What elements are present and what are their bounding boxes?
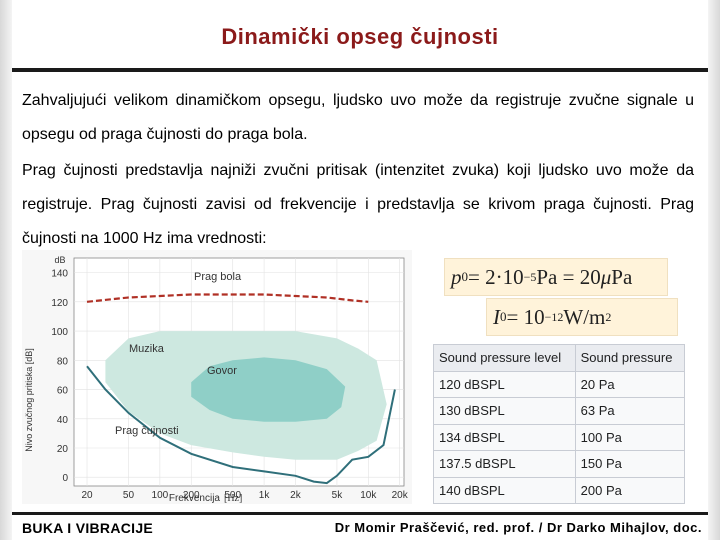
- y-tick-label: 0: [62, 473, 68, 484]
- table-row: 137.5 dBSPL 150 Pa: [433, 450, 686, 478]
- table-header-row: Sound pressure level Sound pressure: [433, 344, 686, 372]
- x-tick-label: 20: [81, 490, 93, 501]
- x-tick-label: 50: [123, 490, 135, 501]
- x-tick-label: 10k: [360, 490, 377, 501]
- p0-subscript: 0: [461, 269, 469, 284]
- y-tick-label: 20: [57, 444, 69, 455]
- paragraph-dynamic-range: Zahvaljujući velikom dinamičkom opsegu, …: [22, 92, 694, 143]
- paragraph-hearing-threshold: Prag čujnosti predstavlja najniži zvučni…: [22, 162, 694, 247]
- table-cell-pressure: 150 Pa: [574, 450, 686, 478]
- table-cell-level: 140 dBSPL: [433, 476, 576, 504]
- x-tick-label: 20k: [392, 490, 409, 501]
- table-header-level: Sound pressure level: [433, 344, 576, 372]
- table-cell-pressure: 200 Pa: [574, 476, 686, 504]
- x-axis-label: Frekvencija: [169, 493, 221, 504]
- x-tick-label: 2k: [290, 490, 302, 501]
- table-cell-level: 137.5 dBSPL: [433, 450, 576, 478]
- p0-exponent: −5: [523, 269, 537, 284]
- slide-frame-left: [0, 0, 12, 540]
- table-cell-level: 134 dBSPL: [433, 423, 576, 451]
- x-tick-label: 500: [224, 490, 241, 501]
- p0-unit2: Pa: [611, 264, 633, 289]
- authors: Dr Momir Praščević, red. prof. / Dr Dark…: [334, 520, 702, 535]
- table-row: 140 dBSPL 200 Pa: [433, 476, 686, 504]
- course-name: BUKA I VIBRACIJE: [22, 520, 154, 536]
- i0-unit: W/m: [563, 304, 606, 329]
- y-tick-label: 120: [51, 298, 68, 309]
- pain-threshold-curve: [86, 293, 369, 303]
- pain-label: Prag bola: [194, 271, 242, 283]
- p0-symbol: p: [451, 264, 462, 289]
- p0-unit: Pa = 20: [536, 264, 601, 289]
- table-cell-level: 130 dBSPL: [433, 397, 576, 425]
- sound-pressure-table: Sound pressure level Sound pressure 120 …: [433, 344, 686, 504]
- footer-divider: [12, 512, 708, 515]
- i0-unit-exponent: 2: [605, 309, 612, 324]
- i0-subscript: 0: [500, 309, 507, 324]
- p0-equals: = 2·10: [468, 264, 524, 289]
- y-tick-label: 100: [51, 327, 68, 338]
- title-divider: [12, 68, 708, 72]
- x-tick-label: 100: [152, 490, 169, 501]
- table-cell-level: 120 dBSPL: [433, 370, 576, 398]
- y-tick-label: 140: [51, 269, 68, 280]
- i0-equals: = 10: [506, 304, 545, 329]
- table-cell-pressure: 63 Pa: [574, 397, 686, 425]
- table-row: 130 dBSPL 63 Pa: [433, 397, 686, 425]
- y-tick-label: 40: [57, 415, 69, 426]
- hearing-threshold-curve: [86, 365, 396, 485]
- x-tick-label: 1k: [259, 490, 271, 501]
- table-cell-pressure: 20 Pa: [574, 370, 686, 398]
- x-axis-unit: [Hz]: [224, 493, 242, 504]
- p0-micro: μ: [600, 264, 612, 289]
- slide-frame-right: [708, 0, 720, 540]
- speech-region: [191, 357, 346, 422]
- i0-exponent: −12: [544, 309, 564, 324]
- table-row: 120 dBSPL 20 Pa: [433, 370, 686, 398]
- y-tick-label: 60: [57, 386, 69, 397]
- y-axis-unit: dB: [54, 255, 65, 265]
- speech-label: Govor: [207, 365, 237, 377]
- y-tick-label: 80: [57, 356, 69, 367]
- y-axis-label: Nivo zvučnog pritiska [dB]: [24, 348, 34, 452]
- music-label: Muzika: [129, 343, 165, 355]
- slide-title: Dinamički opseg čujnosti: [221, 24, 499, 49]
- table-row: 134 dBSPL 100 Pa: [433, 423, 686, 451]
- hearing-label: Prag čujnosti: [115, 425, 179, 437]
- table-header-pressure: Sound pressure: [574, 344, 686, 372]
- table-cell-pressure: 100 Pa: [574, 423, 686, 451]
- i0-symbol: I: [493, 304, 500, 329]
- x-tick-label: 5k: [332, 490, 344, 501]
- x-tick-label: 200: [183, 490, 200, 501]
